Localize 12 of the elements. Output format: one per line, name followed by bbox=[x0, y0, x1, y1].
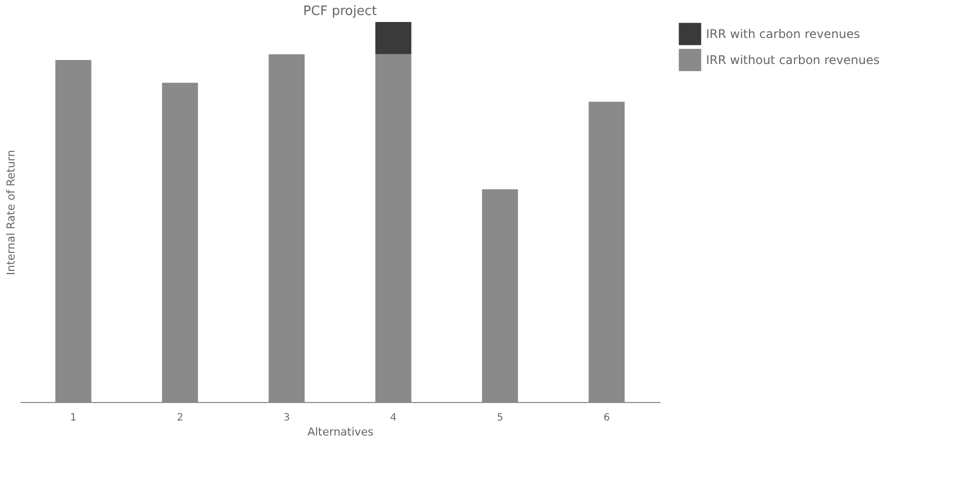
x-tick-label: 1 bbox=[70, 412, 77, 424]
x-axis-title: Alternatives bbox=[307, 426, 374, 438]
x-tick-label: 5 bbox=[496, 412, 504, 424]
bar bbox=[375, 22, 412, 54]
x-tick-label: 3 bbox=[283, 412, 290, 424]
legend-label: IRR with carbon revenues bbox=[706, 27, 860, 41]
chart-title: PCF project bbox=[303, 4, 377, 19]
y-axis-title: Internal Rate of Return bbox=[4, 150, 18, 276]
legend-label: IRR without carbon revenues bbox=[706, 53, 880, 67]
x-tick-label: 4 bbox=[390, 412, 397, 424]
x-tick-label: 2 bbox=[176, 412, 184, 424]
x-tick-label: 6 bbox=[603, 412, 610, 424]
